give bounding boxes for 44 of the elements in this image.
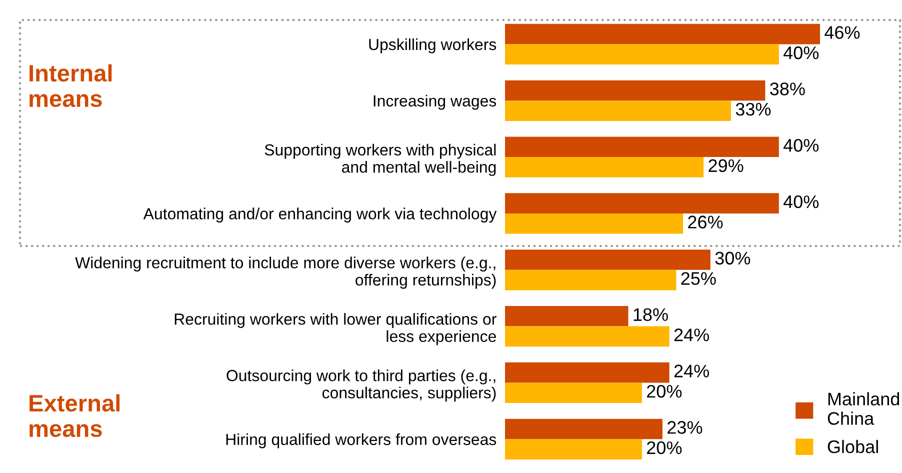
y-tick-label: Recruiting workers with lower qualifications or less experience xyxy=(174,313,496,346)
y-tick-label: Hiring qualified workers from overseas xyxy=(226,433,496,448)
data-label: 40% xyxy=(783,195,819,208)
text: External means xyxy=(30,394,120,438)
bar xyxy=(505,382,642,404)
bar xyxy=(505,213,684,234)
y-tick-label: Supporting workers with physical and mental well-being xyxy=(264,144,496,176)
data-label: 40% xyxy=(783,46,819,60)
bar xyxy=(505,326,670,347)
data-label: 29% xyxy=(708,159,744,172)
y-tick-label: Widening recruitment to include more diverse workers (e.g., offering returnships) xyxy=(75,256,496,289)
bar xyxy=(505,250,710,270)
data-label: 46% xyxy=(824,26,860,39)
data-label: 23% xyxy=(668,421,702,434)
bar xyxy=(505,100,731,121)
data-label: 26% xyxy=(688,216,723,228)
bar xyxy=(505,362,670,383)
bar xyxy=(505,439,642,460)
data-label: 24% xyxy=(674,364,710,378)
data-label: 40% xyxy=(783,138,819,152)
y-tick-label: Increasing wages xyxy=(374,94,496,110)
data-label: 33% xyxy=(736,102,771,116)
bar xyxy=(505,306,628,326)
bar xyxy=(505,136,779,158)
data-label: 38% xyxy=(770,82,805,96)
data-label: 24% xyxy=(674,328,710,342)
y-tick-label: Automating and/or enhancing work via technology xyxy=(143,208,497,223)
legend-label: Global xyxy=(828,440,878,454)
data-label: 25% xyxy=(681,272,716,285)
data-label: 30% xyxy=(715,252,750,265)
bar xyxy=(505,418,662,440)
bar xyxy=(505,157,704,178)
data-label: 20% xyxy=(647,384,682,398)
y-tick-label: Outsourcing work to third parties (e.g., consultancies, suppliers) xyxy=(226,369,496,402)
text: Internal means xyxy=(30,64,112,108)
bar xyxy=(505,24,820,44)
data-label: 20% xyxy=(647,441,682,454)
bar xyxy=(505,44,779,65)
bar xyxy=(505,193,779,214)
legend-label: Mainland China xyxy=(828,392,900,425)
y-tick-label: Upskilling workers xyxy=(369,38,496,54)
bar xyxy=(505,80,766,101)
data-label: 18% xyxy=(634,308,668,321)
bar xyxy=(505,270,676,290)
